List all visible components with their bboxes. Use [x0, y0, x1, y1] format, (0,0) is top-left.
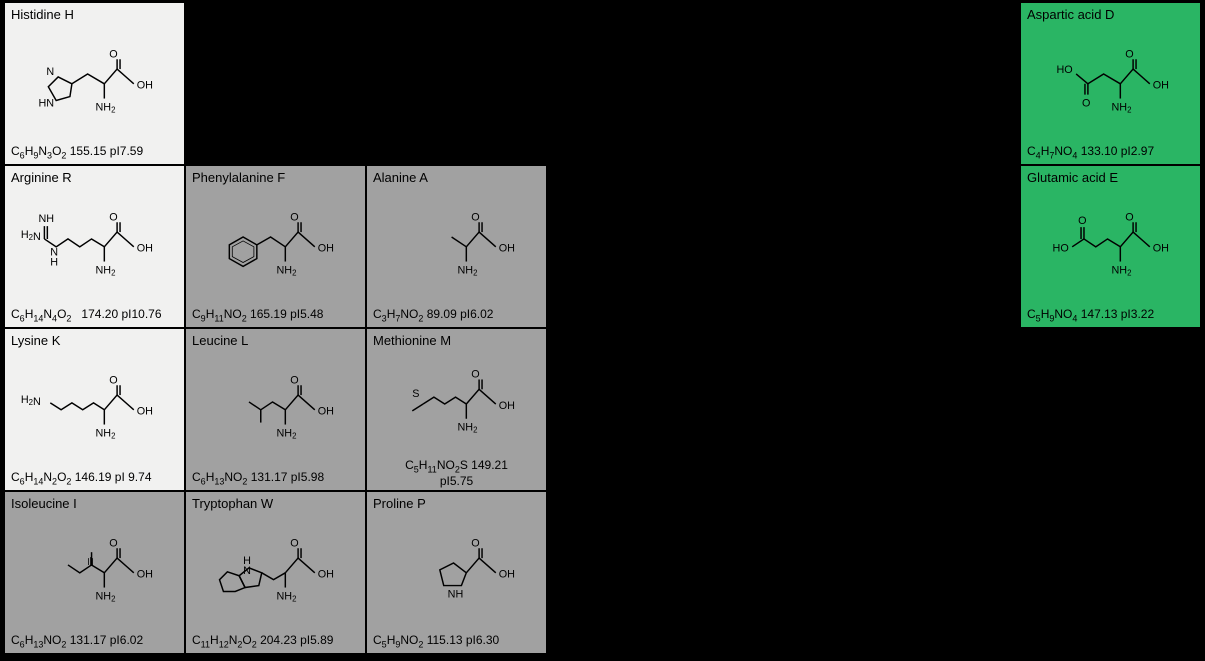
cell-header: Isoleucine I	[11, 496, 178, 511]
structure-glutamic: OH O NH2 HO O	[1027, 187, 1194, 307]
svg-text:OH: OH	[137, 243, 153, 255]
structure-leucine: OH O NH2	[192, 350, 359, 470]
cell-histidine: Histidine H OH O NH2 N HNC6H9N3O2 155.15…	[4, 2, 185, 165]
svg-text:NH2: NH2	[276, 590, 296, 603]
cell-footer: C5H9NO2 115.13 pI6.30	[373, 633, 540, 649]
svg-text:NH2: NH2	[95, 427, 115, 440]
svg-text:OH: OH	[499, 569, 515, 581]
svg-text:NH2: NH2	[95, 101, 115, 114]
cell-footer: C9H11NO2 165.19 pI5.48	[192, 307, 359, 323]
cell-footer: C4H7NO4 133.10 pI2.97	[1027, 144, 1194, 160]
cell-header: Histidine H	[11, 7, 178, 22]
svg-text:OH: OH	[318, 569, 334, 581]
cell-methionine: Methionine M OH O NH2 S C5H11NO2S 149.21…	[366, 328, 547, 491]
svg-text:OH: OH	[1153, 80, 1169, 92]
structure-histidine: OH O NH2 N HN	[11, 24, 178, 144]
cell-proline: Proline P OH O NHC5H9NO2 115.13 pI6.30	[366, 491, 547, 654]
cell-header: Proline P	[373, 496, 540, 511]
svg-text:OH: OH	[499, 243, 515, 255]
svg-text:HN: HN	[39, 97, 55, 109]
svg-text:NH: NH	[448, 588, 464, 600]
cell-header: Glutamic acid E	[1027, 170, 1194, 185]
svg-text:O: O	[471, 211, 479, 223]
cell-phenylalanine: Phenylalanine F OH O NH2 C9H11NO2 165.19…	[185, 165, 366, 328]
cell-footer: C3H7NO2 89.09 pI6.02	[373, 307, 540, 323]
cell-footer: C11H12N2O2 204.23 pI5.89	[192, 633, 359, 649]
cell-footer: C6H13NO2 131.17 pI5.98	[192, 470, 359, 486]
svg-text:NH2: NH2	[95, 590, 115, 603]
cell-header: Alanine A	[373, 170, 540, 185]
structure-isoleucine: OH O NH2	[11, 513, 178, 633]
cell-footer: C5H11NO2S 149.21pI5.75	[373, 458, 540, 488]
structure-aspartic: OH O NH2 HO O	[1027, 24, 1194, 144]
svg-text:O: O	[290, 374, 298, 386]
cell-leucine: Leucine L OH O NH2 C6H13NO2 131.17 pI5.9…	[185, 328, 366, 491]
svg-text:NH2: NH2	[457, 264, 477, 277]
svg-text:OH: OH	[499, 400, 515, 412]
svg-text:NH2: NH2	[1111, 264, 1131, 277]
cell-header: Arginine R	[11, 170, 178, 185]
cell-header: Leucine L	[192, 333, 359, 348]
cell-footer: C6H14N4O2 174.20 pI10.76	[11, 307, 178, 323]
svg-text:H2N: H2N	[21, 229, 41, 243]
structure-arginine: OH O NH2 H2N NH NH	[11, 187, 178, 307]
cell-footer: C5H9NO4 147.13 pI3.22	[1027, 307, 1194, 323]
svg-text:NH2: NH2	[276, 427, 296, 440]
svg-text:O: O	[1082, 97, 1090, 109]
svg-text:N: N	[46, 66, 54, 78]
svg-text:NH: NH	[39, 213, 55, 225]
svg-text:O: O	[1125, 48, 1133, 60]
cell-header: Lysine K	[11, 333, 178, 348]
structure-methionine: OH O NH2 S	[373, 350, 540, 458]
svg-text:O: O	[290, 537, 298, 549]
cell-lysine: Lysine K OH O NH2 H2NC6H14N2O2 146.19 pI…	[4, 328, 185, 491]
svg-text:HO: HO	[1056, 64, 1072, 76]
svg-text:H2N: H2N	[21, 394, 41, 408]
svg-text:O: O	[471, 537, 479, 549]
cell-footer: C6H13NO2 131.17 pI6.02	[11, 633, 178, 649]
cell-header: Tryptophan W	[192, 496, 359, 511]
svg-text:OH: OH	[137, 569, 153, 581]
structure-lysine: OH O NH2 H2N	[11, 350, 178, 470]
svg-text:O: O	[109, 374, 117, 386]
cell-footer: C6H9N3O2 155.15 pI7.59	[11, 144, 178, 160]
svg-text:NH2: NH2	[457, 422, 477, 435]
svg-text:O: O	[1078, 215, 1086, 227]
svg-text:O: O	[471, 369, 479, 381]
svg-text:O: O	[290, 211, 298, 223]
structure-phenylalanine: OH O NH2	[192, 187, 359, 307]
cell-header: Methionine M	[373, 333, 540, 348]
cell-header: Phenylalanine F	[192, 170, 359, 185]
svg-text:NH2: NH2	[95, 264, 115, 277]
cell-header: Aspartic acid D	[1027, 7, 1194, 22]
svg-text:OH: OH	[318, 243, 334, 255]
structure-tryptophan: OH O NH2 H N	[192, 513, 359, 633]
svg-text:OH: OH	[1153, 243, 1169, 255]
cell-aspartic: Aspartic acid D OH O NH2 HO OC4H7NO4 133…	[1020, 2, 1201, 165]
cell-alanine: Alanine A OH O NH2 C3H7NO2 89.09 pI6.02	[366, 165, 547, 328]
structure-alanine: OH O NH2	[373, 187, 540, 307]
svg-text:OH: OH	[318, 406, 334, 418]
svg-text:HO: HO	[1053, 243, 1069, 255]
svg-text:OH: OH	[137, 80, 153, 92]
svg-text:O: O	[109, 48, 117, 60]
svg-text:S: S	[412, 388, 419, 400]
cell-isoleucine: Isoleucine I OH O NH2 C6H13NO2 131.17 pI…	[4, 491, 185, 654]
cell-glutamic: Glutamic acid E OH O NH2 HO OC5H9NO4 147…	[1020, 165, 1201, 328]
svg-text:NH2: NH2	[1111, 101, 1131, 114]
svg-text:O: O	[109, 211, 117, 223]
svg-text:OH: OH	[137, 406, 153, 418]
cell-footer: C6H14N2O2 146.19 pI 9.74	[11, 470, 178, 486]
svg-text:N: N	[243, 565, 251, 577]
svg-text:H: H	[50, 256, 58, 268]
cell-tryptophan: Tryptophan W OH O NH2 H NC11H12N2O2 204.…	[185, 491, 366, 654]
svg-text:O: O	[1125, 211, 1133, 223]
svg-text:O: O	[109, 537, 117, 549]
structure-proline: OH O NH	[373, 513, 540, 633]
cell-arginine: Arginine R OH O NH2 H2N NH NHC6H14N4O2 1…	[4, 165, 185, 328]
svg-text:NH2: NH2	[276, 264, 296, 277]
